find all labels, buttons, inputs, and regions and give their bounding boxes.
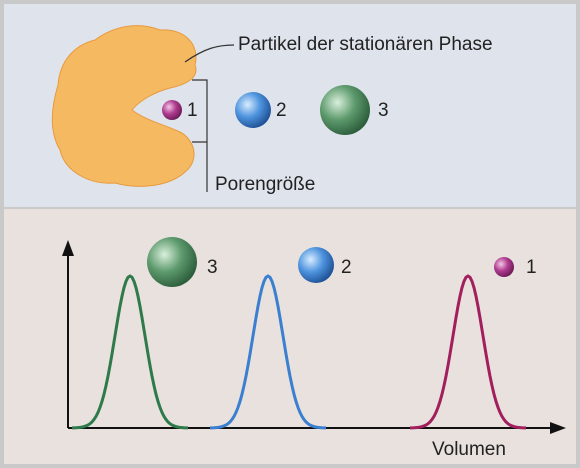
molecule-large: [147, 237, 197, 287]
molecule-label: 3: [378, 100, 389, 121]
leader-line: [184, 44, 235, 63]
elution-peak: [410, 274, 526, 430]
x-arrow: [550, 422, 566, 434]
pore-label: Porengröße: [215, 174, 315, 195]
pore-bracket: [192, 79, 208, 192]
molecule-small: [162, 100, 182, 120]
molecule-medium: [298, 247, 334, 283]
peak-label: 2: [341, 257, 352, 278]
molecule-label: 1: [187, 100, 198, 121]
molecule-label: 2: [276, 100, 287, 121]
y-arrow: [62, 240, 74, 256]
peak-label: 1: [526, 257, 537, 278]
x-axis-label: Volumen: [432, 439, 506, 460]
molecule-large: [320, 85, 370, 135]
elution-peak: [210, 274, 326, 430]
molecule-medium: [235, 92, 271, 128]
elution-peak: [72, 274, 188, 430]
molecule-small: [494, 257, 514, 277]
particle-label: Partikel der stationären Phase: [238, 34, 493, 55]
stationary-particle: [51, 25, 197, 187]
peak-label: 3: [207, 257, 218, 278]
bottom-panel: [4, 209, 576, 464]
